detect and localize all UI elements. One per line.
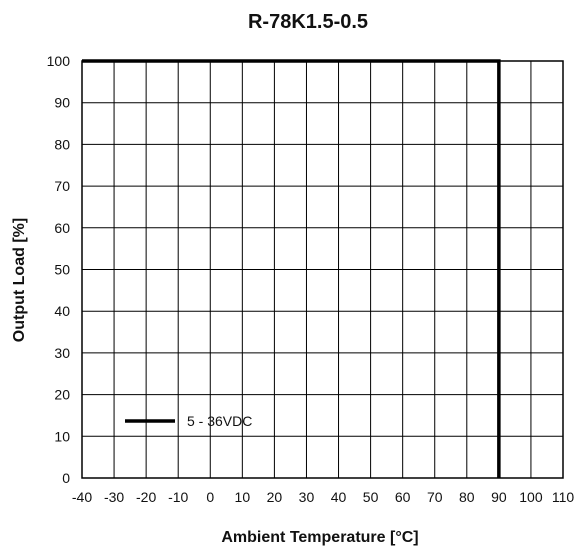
x-axis-label: Ambient Temperature [°C] xyxy=(221,529,418,546)
x-tick-label: -40 xyxy=(72,489,92,505)
x-tick-label: 60 xyxy=(395,489,411,505)
grid-lines xyxy=(81,60,564,479)
chart-title: R-78K1.5-0.5 xyxy=(248,11,368,33)
y-tick-label: 30 xyxy=(54,345,70,361)
x-tick-labels: -40 -30 -20 -10 0 10 20 30 40 50 60 70 80 90 100 110 xyxy=(72,489,574,505)
y-tick-label: 100 xyxy=(47,53,71,69)
x-tick-label: 70 xyxy=(427,489,443,505)
y-tick-label: 0 xyxy=(62,470,70,486)
y-tick-label: 90 xyxy=(54,95,70,111)
x-tick-label: 40 xyxy=(331,489,347,505)
y-tick-label: 50 xyxy=(54,262,70,278)
y-tick-label: 80 xyxy=(54,136,70,152)
plot-frame xyxy=(81,60,564,479)
y-tick-label: 10 xyxy=(54,428,70,444)
x-tick-label: 0 xyxy=(206,489,214,505)
x-tick-label: 20 xyxy=(267,489,283,505)
x-tick-label: 30 xyxy=(299,489,315,505)
legend-label: 5 - 36VDC xyxy=(187,413,252,429)
y-axis-label: Output Load [%] xyxy=(11,218,28,342)
x-tick-label: 50 xyxy=(363,489,379,505)
x-tick-label: -30 xyxy=(104,489,124,505)
x-tick-label: 10 xyxy=(235,489,251,505)
x-tick-label: -10 xyxy=(168,489,188,505)
legend: 5 - 36VDC xyxy=(125,413,252,429)
x-tick-label: 90 xyxy=(491,489,507,505)
x-tick-label: 80 xyxy=(459,489,475,505)
x-tick-label: 100 xyxy=(519,489,543,505)
x-tick-label: -20 xyxy=(136,489,156,505)
y-tick-label: 40 xyxy=(54,303,70,319)
y-tick-labels: 0 10 20 30 40 50 60 70 80 90 100 xyxy=(47,53,71,486)
y-tick-label: 70 xyxy=(54,178,70,194)
x-tick-label: 110 xyxy=(552,489,575,505)
y-tick-label: 20 xyxy=(54,387,70,403)
y-tick-label: 60 xyxy=(54,220,70,236)
